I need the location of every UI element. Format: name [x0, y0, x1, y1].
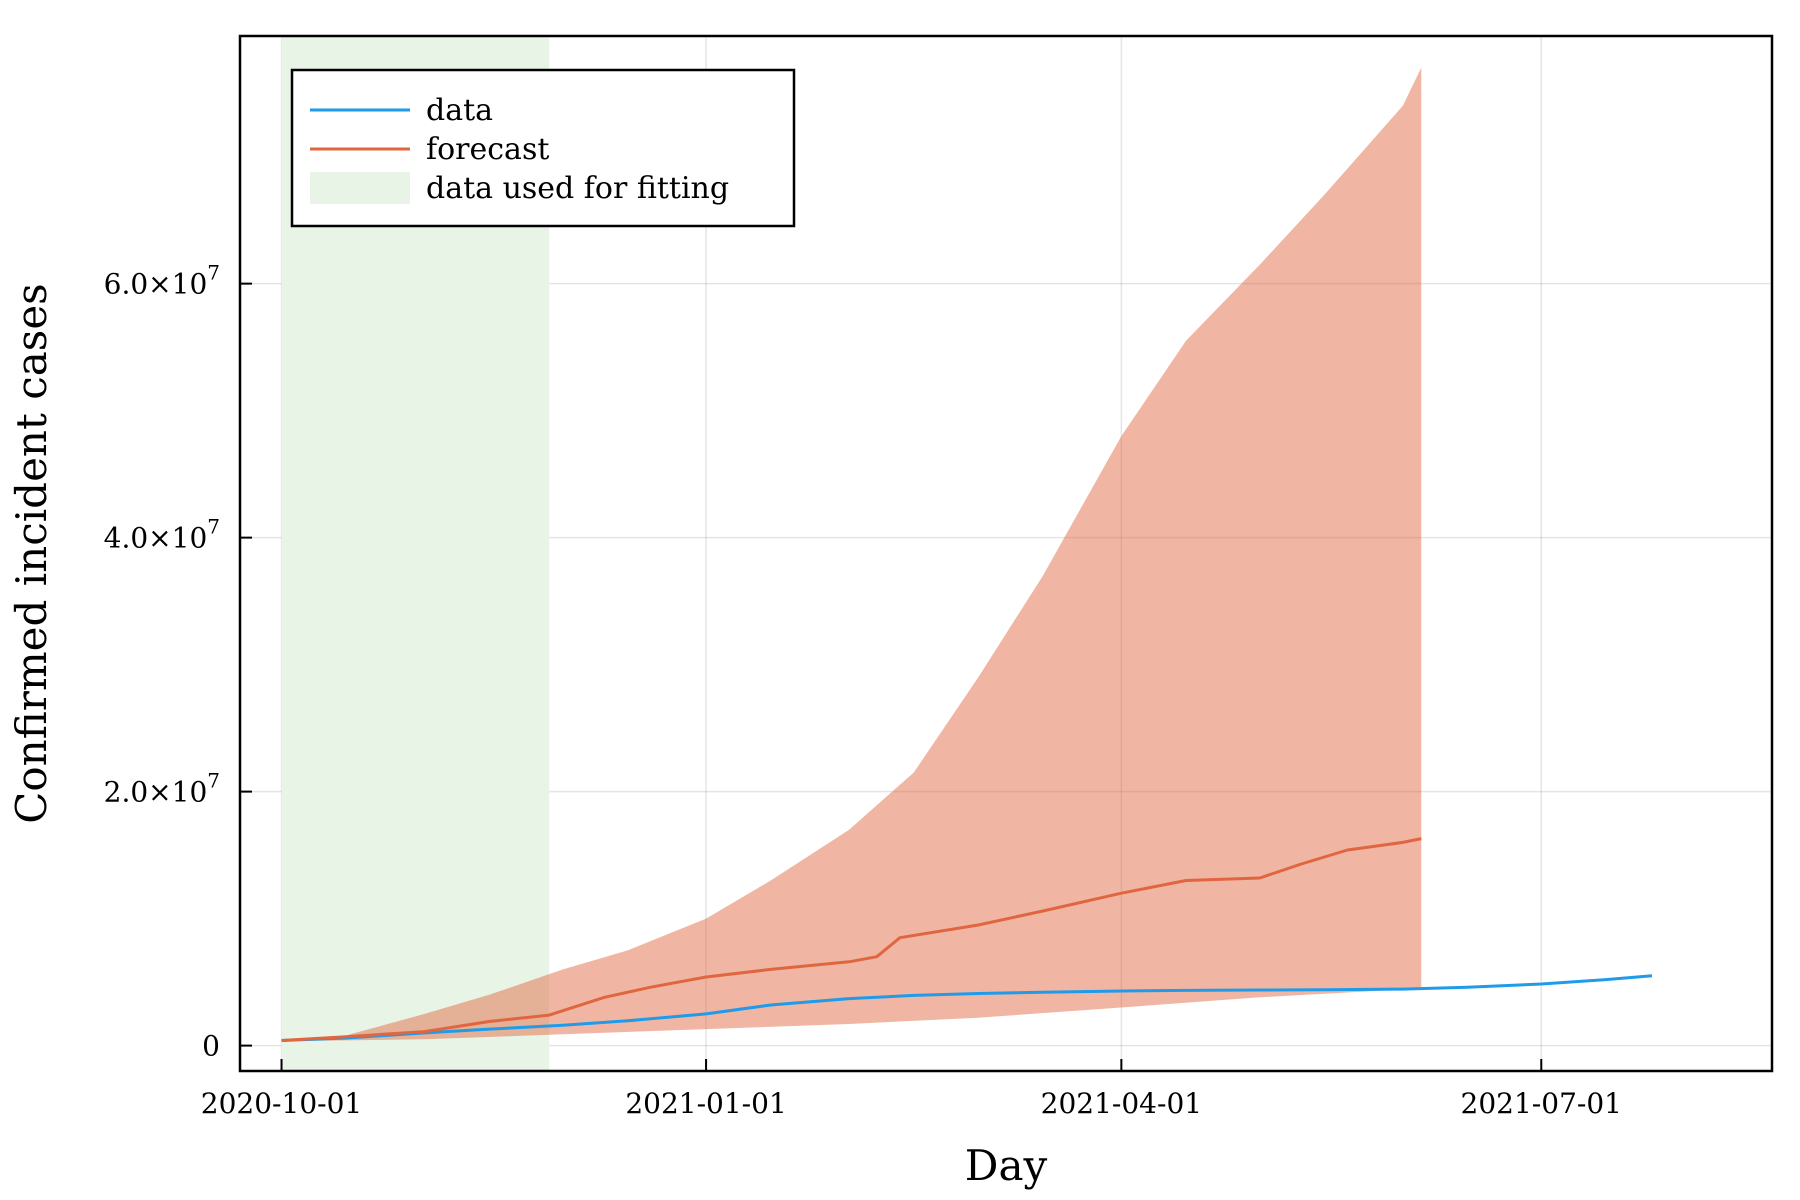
legend-label-data: data [426, 93, 493, 128]
plot-frame [238, 34, 1774, 1073]
y-tick-label: 0 [202, 1030, 220, 1063]
legend-label-forecast: forecast [426, 132, 549, 167]
series-layer [281, 837, 1653, 1042]
y-tick-label: 2.0×107 [104, 769, 220, 809]
legend-swatch-fitting-window [310, 172, 410, 204]
x-axis-ticks: 2020-10-01 2021-01-01 2021-04-01 2021-07-01 [201, 1059, 1622, 1120]
y-tick-exponent: 7 [207, 769, 220, 793]
x-tick-label: 2020-10-01 [201, 1087, 362, 1120]
y-tick-label: 4.0×107 [104, 515, 220, 555]
y-tick-label: 6.0×107 [104, 261, 220, 301]
y-tick-exponent: 7 [207, 515, 220, 539]
y-axis-ticks: 0 2.0×107 4.0×107 6.0×107 [104, 261, 252, 1063]
y-tick-exponent: 7 [207, 261, 220, 285]
x-tick-label: 2021-04-01 [1041, 1087, 1202, 1120]
forecast-interval-band [281, 67, 1422, 1042]
legend-label-fitting-window: data used for fitting [426, 171, 729, 206]
series-line-data [281, 974, 1653, 1042]
x-axis-title: Day [965, 1141, 1048, 1190]
x-tick-label: 2021-07-01 [1461, 1087, 1622, 1120]
series-line-forecast [281, 837, 1422, 1042]
legend: data forecast data used for fitting [290, 68, 796, 228]
forecast-band-layer [281, 67, 1422, 1042]
y-axis-title: Confirmed incident cases [7, 283, 56, 823]
x-tick-label: 2021-01-01 [625, 1087, 786, 1120]
